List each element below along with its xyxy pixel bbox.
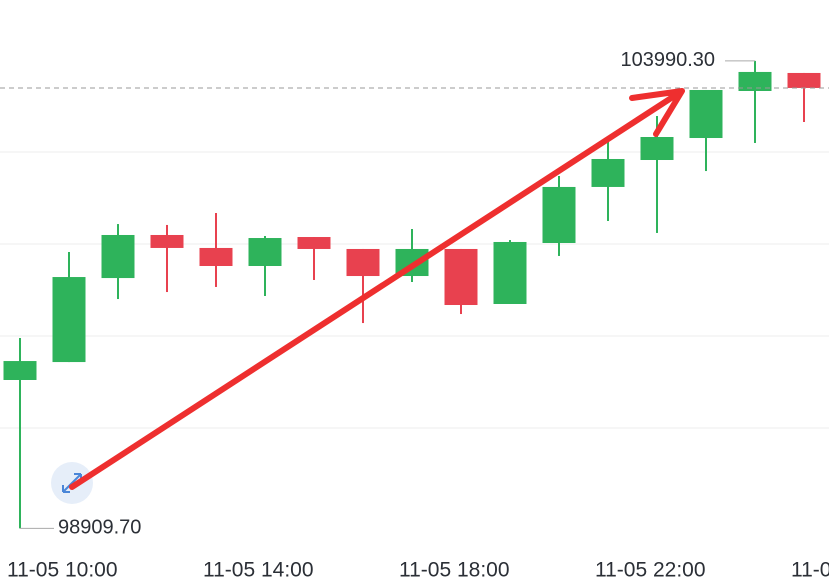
candle-body [52,277,86,363]
candle-body [199,247,233,266]
overlay [51,88,685,504]
candle-body [3,361,37,380]
expand-icon [62,473,82,493]
x-tick-label: 11-05 14:00 [203,559,314,582]
candle-body [493,241,527,304]
candle-body [150,234,184,248]
candle-body [248,238,282,266]
candle-body [689,89,723,139]
grid [0,151,829,429]
candles [3,60,821,529]
x-tick-label: 11-05 22:00 [595,559,706,582]
candle-body [297,237,331,249]
x-tick-label: 11-05 10:00 [7,559,118,582]
x-tick-label: 11-0 [791,559,829,582]
candle-body [591,158,625,187]
candle-body [444,248,478,306]
annotation-label: 103990.30 [620,49,715,71]
candle-body [346,248,380,277]
candle-body [787,72,821,88]
candle-body [640,137,674,161]
candle-body [738,71,772,91]
candle-body [101,234,135,279]
trend-arrow [69,88,685,490]
x-tick-label: 11-05 18:00 [399,559,510,582]
annotation-label: 98909.70 [58,517,141,539]
candle-body [542,186,576,243]
